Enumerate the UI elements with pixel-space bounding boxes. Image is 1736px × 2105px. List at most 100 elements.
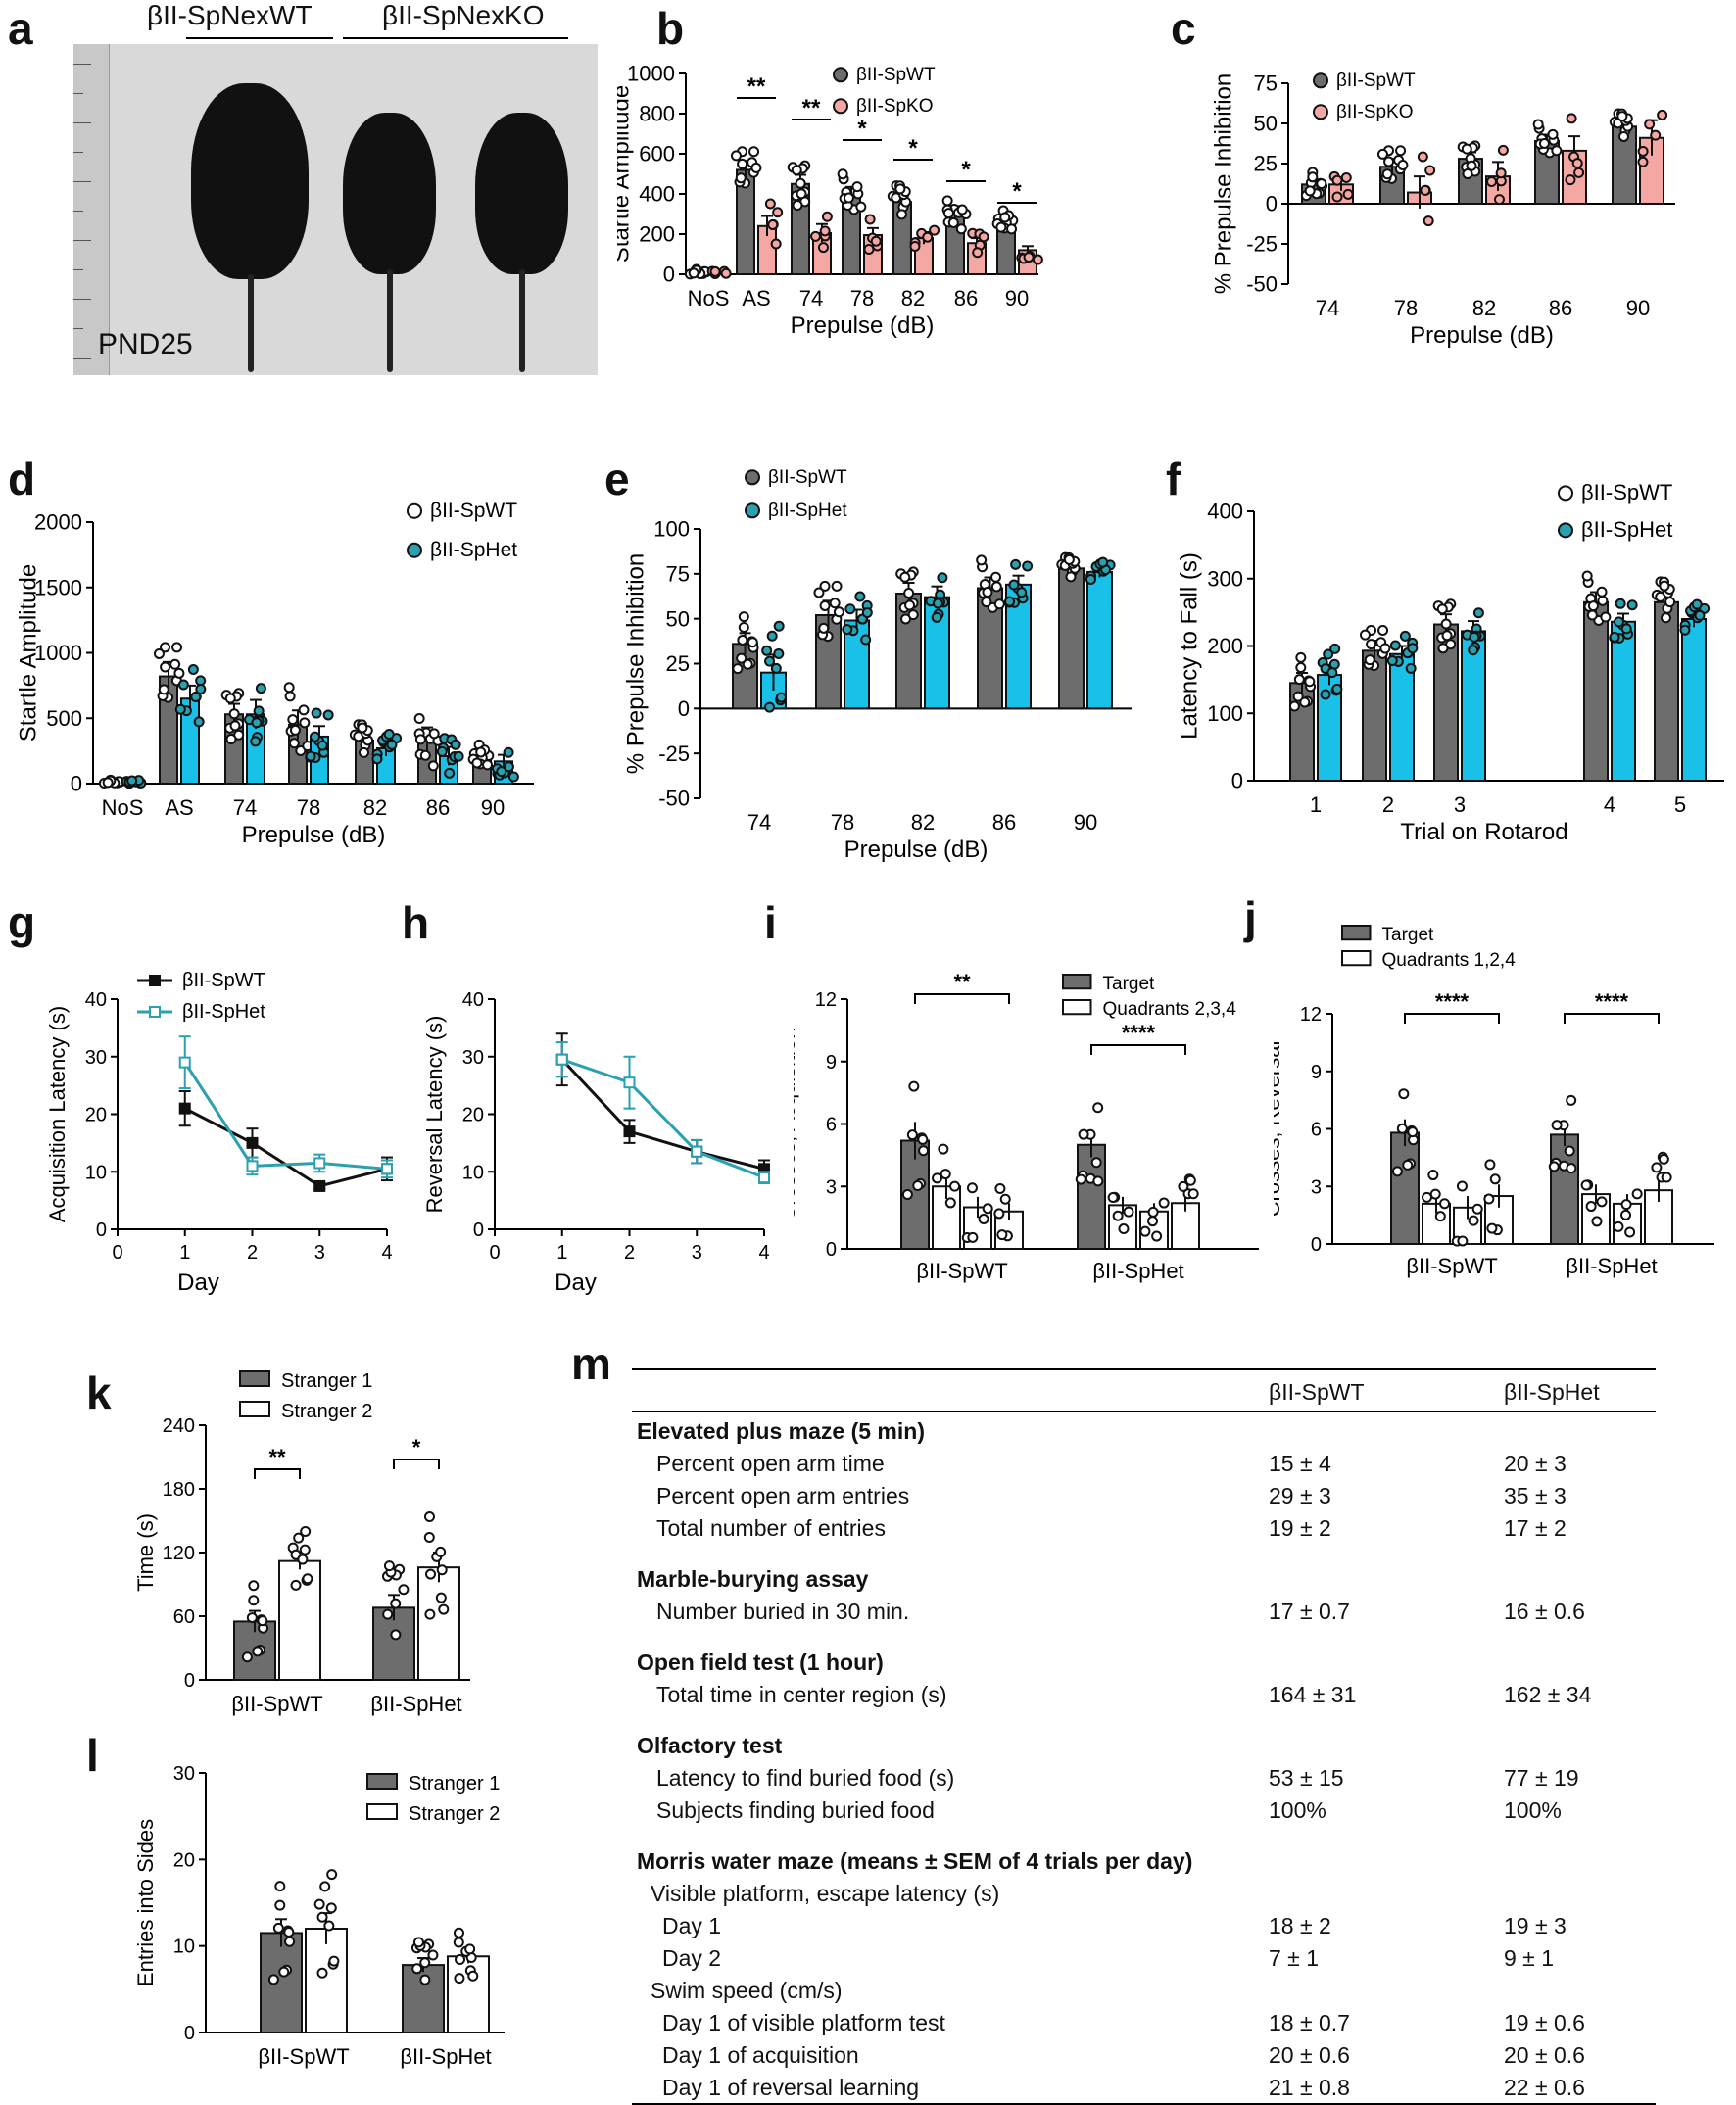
data-point	[503, 761, 514, 773]
data-point	[300, 1525, 312, 1537]
data-point	[1489, 1173, 1501, 1185]
data-point	[937, 572, 948, 584]
data-point	[1331, 174, 1343, 186]
data-point	[190, 691, 202, 702]
data-point	[1326, 667, 1338, 679]
data-point	[967, 1231, 979, 1243]
data-point	[1580, 1179, 1592, 1191]
data-point	[1624, 1226, 1636, 1238]
y-tick-label: 500	[46, 706, 82, 731]
data-point	[1304, 185, 1316, 197]
data-point	[1402, 1159, 1414, 1171]
table-cell-wt: 100%	[1269, 1797, 1326, 1823]
data-point	[861, 606, 873, 618]
data-point	[851, 181, 863, 193]
table-cell-het: 35 ± 3	[1504, 1483, 1567, 1508]
data-point	[169, 658, 181, 670]
legend-label: Stranger 2	[281, 1401, 372, 1422]
data-point	[1573, 167, 1585, 178]
data-point	[383, 1560, 395, 1572]
data-point	[1092, 1102, 1104, 1114]
data-point	[1292, 691, 1304, 702]
panel-letter-h: h	[402, 897, 430, 948]
data-point	[1551, 1120, 1563, 1131]
photo-group-ko-line	[343, 37, 568, 39]
sig-label: **	[747, 73, 766, 100]
y-tick-label: 40	[85, 989, 107, 1011]
data-point	[246, 1136, 259, 1149]
data-point	[1600, 611, 1612, 623]
legend-label: βII-SpWT	[1336, 71, 1416, 91]
data-point	[737, 634, 748, 646]
sig-bracket	[1564, 1013, 1660, 1024]
legend-swatch	[1313, 72, 1328, 89]
data-point	[1440, 618, 1452, 630]
data-point	[1616, 111, 1628, 122]
y-tick-label: 50	[1254, 112, 1278, 136]
data-point	[284, 1936, 296, 1947]
data-point	[623, 1076, 636, 1089]
data-point	[1587, 600, 1599, 612]
data-point	[1484, 1159, 1496, 1171]
y-axis-label: Crosses, Acquisition	[794, 1027, 799, 1220]
data-point	[1596, 1196, 1608, 1208]
data-point	[819, 580, 831, 592]
data-point	[1417, 151, 1428, 163]
data-point	[428, 728, 440, 740]
legend-swatch	[1313, 104, 1328, 120]
y-tick-label: 75	[666, 562, 690, 587]
data-point	[730, 150, 742, 162]
data-point	[1184, 1174, 1196, 1186]
x-tick-label: 2	[247, 1242, 258, 1264]
y-axis-label: % Prepulse Inhibition	[1210, 73, 1236, 294]
data-point	[423, 1531, 435, 1543]
data-point	[1441, 630, 1453, 642]
data-point	[990, 581, 1002, 593]
legend-swatch	[1341, 950, 1372, 967]
panel-letter-m: m	[571, 1338, 611, 1389]
legend-swatch	[407, 542, 422, 558]
y-tick-label: 20	[173, 1849, 195, 1871]
data-point	[1377, 625, 1389, 637]
bar	[1654, 600, 1679, 782]
data-point	[1151, 1230, 1163, 1242]
data-point	[419, 1957, 431, 1969]
x-tick-label: 3	[1454, 792, 1466, 817]
data-point	[250, 736, 262, 747]
data-point	[267, 1974, 279, 1985]
y-tick-label: 40	[462, 989, 484, 1011]
legend-label: βII-SpWT	[768, 467, 847, 488]
data-point	[1295, 651, 1307, 663]
data-point	[1023, 252, 1035, 263]
data-point	[833, 606, 844, 618]
data-point	[252, 1646, 264, 1657]
table-row-label: Percent open arm time	[656, 1451, 885, 1476]
legend-label: Quadrants 2,3,4	[1103, 999, 1237, 1020]
data-point	[1397, 159, 1409, 170]
x-tick-label: 78	[831, 810, 854, 835]
x-tick-label: 4	[758, 1242, 769, 1264]
sig-bracket	[393, 1459, 440, 1469]
data-point	[999, 212, 1011, 223]
data-point	[419, 1974, 431, 1985]
data-point	[288, 738, 300, 749]
legend-marker	[149, 975, 161, 986]
data-point	[932, 598, 943, 609]
table-cell-wt: 20 ± 0.6	[1269, 2042, 1350, 2068]
data-point	[791, 165, 802, 176]
x-tick-label: 82	[901, 286, 925, 311]
data-point	[251, 717, 263, 729]
data-point	[1295, 662, 1307, 674]
series-line	[560, 1058, 765, 1171]
table-row-label: Visible platform, escape latency (s)	[651, 1881, 1000, 1906]
legend-label: Quadrants 1,2,4	[1382, 950, 1517, 971]
table-cell-het: 19 ± 3	[1504, 1913, 1567, 1938]
photo-group-wt: βII-SpNexWT	[147, 0, 313, 30]
table-col-header-wt: βII-SpWT	[1269, 1379, 1365, 1405]
table-cell-het: 22 ± 0.6	[1504, 2075, 1585, 2100]
y-tick-label: 1000	[34, 641, 82, 665]
table-row-label: Day 1 of acquisition	[662, 2042, 859, 2068]
data-point	[994, 1182, 1006, 1194]
data-point	[770, 238, 782, 250]
y-tick-label: 120	[163, 1543, 195, 1564]
